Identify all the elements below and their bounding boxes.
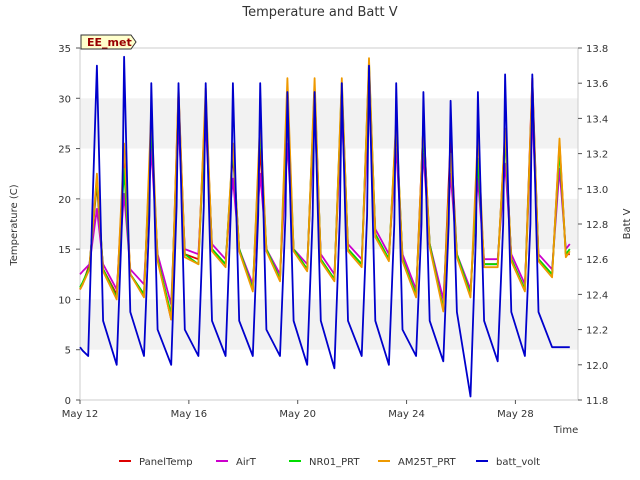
y-tick-label: 5 bbox=[65, 346, 71, 357]
legend-label: PanelTemp bbox=[139, 457, 193, 468]
legend-label: NR01_PRT bbox=[309, 457, 360, 468]
legend-label: batt_volt bbox=[496, 457, 540, 468]
series-layer bbox=[79, 55, 571, 398]
y-right-tick-label: 12.8 bbox=[586, 220, 608, 231]
grid-bands bbox=[80, 98, 578, 350]
y-right-tick-label: 12.4 bbox=[586, 290, 608, 301]
series-line-batt-volt bbox=[79, 55, 570, 398]
y-tick-label: 0 bbox=[65, 396, 71, 407]
y-axis-label-left: Temperature (C) bbox=[9, 184, 20, 266]
y-tick-label: 15 bbox=[58, 245, 71, 256]
y-right-tick-label: 13.8 bbox=[586, 44, 608, 55]
y-tick-label: 35 bbox=[58, 44, 71, 55]
y-axis-left: 0 5 10 15 20 25 30 35 bbox=[58, 44, 80, 407]
y-right-tick-label: 12.2 bbox=[586, 326, 608, 337]
y-right-tick-label: 13.0 bbox=[586, 185, 608, 196]
grid-band bbox=[80, 98, 578, 149]
chart-title: Temperature and Batt V bbox=[241, 5, 397, 20]
station-badge: EE_met bbox=[80, 34, 137, 50]
x-axis: May 12 May 16 May 20 May 24 May 28 bbox=[62, 400, 534, 420]
x-tick-label: May 24 bbox=[388, 409, 425, 420]
y-right-tick-label: 11.8 bbox=[586, 396, 608, 407]
y-right-tick-label: 13.2 bbox=[586, 150, 608, 161]
y-tick-label: 10 bbox=[58, 295, 71, 306]
y-axis-right: 11.8 12.0 12.2 12.4 12.6 12.8 13.0 13.2 13.4 13.6… bbox=[578, 44, 608, 407]
y-right-tick-label: 13.6 bbox=[586, 79, 608, 90]
x-tick-label: May 20 bbox=[279, 409, 316, 420]
y-tick-label: 20 bbox=[58, 195, 71, 206]
x-tick-label: May 16 bbox=[171, 409, 208, 420]
legend: PanelTemp AirT NR01_PRT AM25T_PRT batt_volt bbox=[119, 457, 540, 468]
y-right-tick-label: 12.0 bbox=[586, 361, 608, 372]
y-right-tick-label: 13.4 bbox=[586, 114, 608, 125]
grid-band bbox=[80, 198, 578, 250]
grid-band bbox=[80, 299, 578, 350]
y-tick-label: 25 bbox=[58, 145, 71, 156]
station-badge-label: EE_met bbox=[87, 36, 132, 49]
y-right-tick-label: 12.6 bbox=[586, 255, 608, 266]
y-axis-label-right: Batt V bbox=[622, 208, 633, 239]
legend-label: AirT bbox=[236, 457, 257, 468]
legend-label: AM25T_PRT bbox=[398, 457, 457, 468]
x-tick-label: May 28 bbox=[497, 409, 534, 420]
x-tick-label: May 12 bbox=[62, 409, 99, 420]
x-axis-label: Time bbox=[553, 425, 578, 436]
y-tick-label: 30 bbox=[58, 94, 71, 105]
